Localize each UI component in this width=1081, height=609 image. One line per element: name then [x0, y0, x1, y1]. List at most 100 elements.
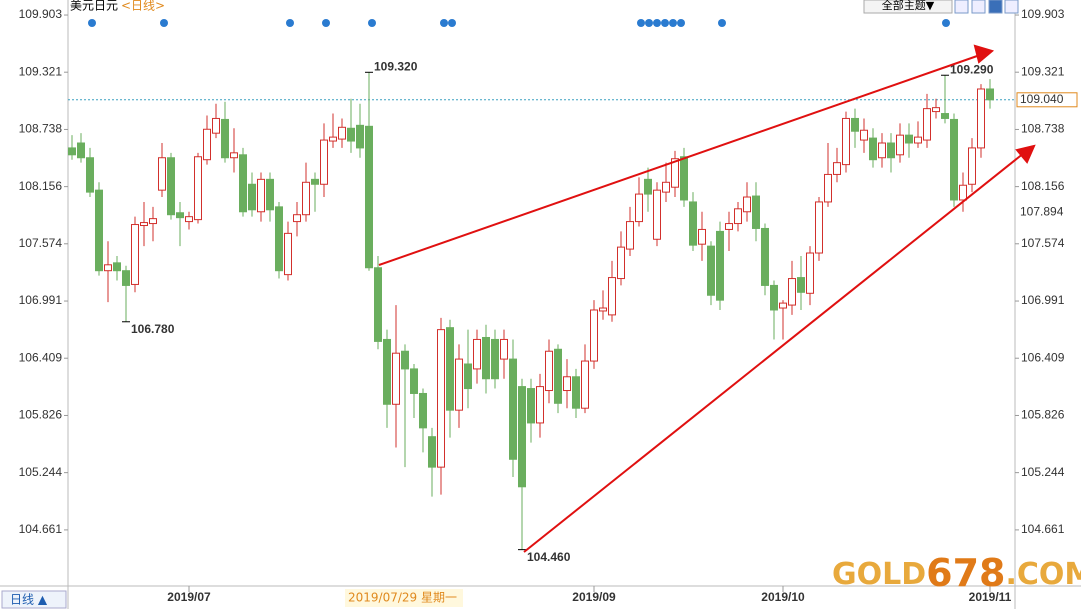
x-tick-label: 2019/10 [761, 590, 805, 604]
y-tick-label: 106.991 [19, 293, 63, 307]
candle-body [239, 154, 247, 213]
tool-icon[interactable] [954, 0, 969, 14]
candle-body [275, 206, 283, 272]
event-dot[interactable] [637, 19, 645, 27]
event-dot[interactable] [88, 19, 96, 27]
y-tick-label: 109.903 [1021, 7, 1065, 21]
y-tick-label: 106.991 [1021, 293, 1065, 307]
candle-body [131, 224, 139, 285]
candle-body [527, 388, 535, 424]
candle-body [284, 232, 292, 276]
candle-body [824, 173, 832, 203]
candle-body [590, 309, 598, 362]
candle-body [203, 128, 211, 161]
y-tick-label: 109.321 [1021, 64, 1065, 78]
candle-body [779, 302, 787, 309]
candle-body [536, 386, 544, 424]
candle-body [662, 181, 670, 193]
chart-subtitle: <日线> [121, 0, 165, 13]
marker-price-label: 107.894 [1020, 205, 1064, 219]
candle-body [923, 108, 931, 141]
event-dot[interactable] [661, 19, 669, 27]
candle-body [905, 134, 913, 144]
candle-body [410, 368, 418, 394]
event-dot[interactable] [669, 19, 677, 27]
candle-body [356, 124, 364, 149]
event-dot[interactable] [653, 19, 661, 27]
event-dot[interactable] [677, 19, 685, 27]
candle-body [770, 284, 778, 311]
candle-body [320, 139, 328, 185]
candle-body [581, 360, 589, 409]
event-dot[interactable] [718, 19, 726, 27]
y-tick-label: 106.409 [19, 350, 63, 364]
y-tick-label: 108.738 [19, 122, 63, 136]
candle-body [329, 136, 337, 142]
candle-body [545, 350, 553, 392]
plot: 109.903 109.903 109.321 109.321 108.738 108.7… [19, 7, 1078, 604]
last-price-box [1016, 92, 1078, 108]
candle-body [401, 350, 409, 370]
tool-icon[interactable] [971, 0, 986, 14]
candle-body [932, 107, 940, 113]
candle-body [185, 216, 193, 223]
period-button[interactable] [1, 590, 67, 609]
candle-body [482, 336, 490, 380]
event-dot[interactable] [160, 19, 168, 27]
candle-body [680, 156, 688, 201]
candle-body [869, 137, 877, 161]
candle-body [95, 189, 103, 272]
upper-trend-line [378, 54, 981, 266]
y-tick-label: 106.409 [1021, 350, 1065, 364]
candle-body [383, 338, 391, 405]
candle-body [77, 142, 85, 159]
event-dot[interactable] [440, 19, 448, 27]
annotation-label: 109.320 [374, 59, 418, 73]
candle-body [437, 329, 445, 468]
event-dot[interactable] [322, 19, 330, 27]
tool-icon[interactable] [1004, 0, 1019, 14]
y-tick-label: 104.661 [1021, 522, 1065, 536]
period-button-label[interactable]: 日线 ▲ [10, 593, 48, 607]
event-dot[interactable] [942, 19, 950, 27]
candle-body [914, 136, 922, 144]
y-tick-label: 108.156 [19, 179, 63, 193]
candle-body [689, 201, 697, 246]
candle-body [257, 178, 265, 213]
event-dot[interactable] [286, 19, 294, 27]
tool-icon[interactable] [988, 0, 1003, 14]
candle-body [860, 129, 868, 141]
candle-body [374, 267, 382, 342]
theme-button-label[interactable]: 全部主题▼ [882, 0, 935, 12]
y-tick-label: 105.826 [1021, 408, 1065, 422]
candle-body [347, 127, 355, 142]
candle-body [671, 158, 679, 188]
candle-body [176, 212, 184, 219]
candle-body [644, 178, 652, 195]
candle-body [986, 88, 994, 101]
candle-body [761, 227, 769, 286]
candle-body [194, 156, 202, 221]
y-tick-label: 105.244 [1021, 465, 1065, 479]
candle-body [698, 228, 706, 245]
candle-body [509, 358, 517, 460]
event-dot[interactable] [368, 19, 376, 27]
event-dot[interactable] [645, 19, 653, 27]
candle-body [428, 436, 436, 468]
candle-body [833, 162, 841, 175]
y-tick-label: 105.244 [19, 465, 63, 479]
candle-body [518, 386, 526, 488]
candle-body [392, 352, 400, 405]
x-tick-label: 2019/07 [167, 590, 211, 604]
candle-body [806, 252, 814, 294]
theme-button[interactable] [863, 0, 953, 14]
chart-title: 美元日元 [70, 0, 118, 13]
candle-body [734, 208, 742, 225]
candle-body [302, 181, 310, 216]
candle-body [230, 152, 238, 159]
event-dot[interactable] [448, 19, 456, 27]
candle-body [473, 338, 481, 370]
y-tick-label: 104.661 [19, 522, 63, 536]
